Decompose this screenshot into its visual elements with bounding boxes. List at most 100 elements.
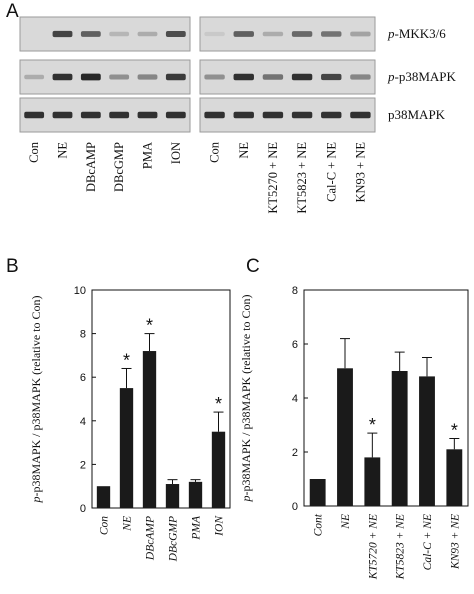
western-blot: Con NE DBcAMP DBcGMP PMA ION Con NE KT5270 + NE K… <box>19 16 457 214</box>
y-tick-label: 4 <box>80 416 86 428</box>
blot-band-left-row-2-lane-6 <box>165 73 186 81</box>
bar-3 <box>364 457 381 506</box>
bar-3 <box>142 351 157 508</box>
blot-band-left-row-3-lane-4 <box>109 111 130 119</box>
blot-band-left-row-3-lane-5 <box>137 111 158 119</box>
blot-band-right-row-1-lane-1 <box>204 31 225 37</box>
blot-strip-right-row-2 <box>199 59 376 95</box>
blot-band-right-row-1-lane-3 <box>262 31 284 37</box>
blot-band-right-row-3-lane-3 <box>262 111 284 119</box>
blot-band-right-row-2-lane-2 <box>233 73 254 81</box>
bar-5 <box>188 481 203 508</box>
x-category-label-4: DBcGMP <box>168 516 180 562</box>
blot-band-left-row-1-lane-4 <box>109 31 130 37</box>
bar-chart-c: 0 2 4 6 8 Cont NE * KT5720 + NE KT5823 + NE Cal-C … <box>239 285 469 580</box>
x-category-label-5: Cal-C + NE <box>422 514 434 570</box>
bar-6 <box>446 449 463 506</box>
bar-4 <box>165 484 180 508</box>
x-category-label-2: NE <box>340 514 352 530</box>
blot-band-right-row-1-lane-5 <box>321 31 342 37</box>
blot-band-right-row-1-lane-6 <box>350 31 371 37</box>
blot-strip-left-row-2 <box>19 59 191 95</box>
bar-1 <box>96 486 111 508</box>
blot-band-left-row-1-lane-5 <box>137 31 158 37</box>
plot-frame <box>303 289 469 507</box>
blot-lane-label-left-5: PMA <box>141 142 155 169</box>
blot-lane-label-left-6: ION <box>169 142 183 164</box>
blot-row-label-3: p38MAPK <box>388 107 446 122</box>
blot-row-label-2: p-p38MAPK <box>387 69 457 84</box>
blot-band-right-row-2-lane-5 <box>321 73 342 81</box>
blot-band-right-row-1-lane-2 <box>233 31 254 37</box>
y-tick-label: 4 <box>292 393 298 405</box>
x-category-label-5: PMA <box>191 515 203 541</box>
bar-5 <box>419 376 435 506</box>
y-tick-label: 0 <box>80 503 86 515</box>
blot-band-left-row-2-lane-4 <box>109 74 130 80</box>
blot-band-right-row-1-lane-4 <box>291 31 313 37</box>
blot-band-left-row-3-lane-6 <box>165 111 186 119</box>
blot-band-left-row-2-lane-1 <box>24 74 45 80</box>
blot-band-left-row-1-lane-3 <box>80 31 101 37</box>
blot-band-left-row-1-lane-6 <box>165 30 186 38</box>
blot-band-right-row-2-lane-3 <box>262 74 284 80</box>
y-axis-label: p-p38MAPK / p38MAPK (relative to Con) <box>29 296 43 504</box>
blot-band-left-row-1-lane-2 <box>52 30 73 38</box>
x-category-label-2: NE <box>122 516 134 532</box>
bar-2 <box>337 368 353 506</box>
significance-star-3: * <box>369 415 376 435</box>
x-category-label-3: KT5720 + NE <box>367 514 379 580</box>
y-tick-label: 10 <box>74 285 86 297</box>
bar-4 <box>391 371 408 506</box>
x-category-label-6: ION <box>214 515 226 537</box>
blot-lane-label-left-2: NE <box>56 142 70 159</box>
blot-band-left-row-3-lane-3 <box>80 111 101 119</box>
x-category-label-1: Cont <box>313 513 325 536</box>
blot-band-left-row-2-lane-2 <box>52 73 73 81</box>
blot-band-right-row-3-lane-6 <box>350 111 371 119</box>
y-tick-label: 2 <box>80 459 86 471</box>
blot-strip-left-row-1 <box>19 16 191 52</box>
blot-lane-label-right-5: Cal-C + NE <box>324 142 338 202</box>
blot-band-right-row-3-lane-5 <box>321 111 342 119</box>
blot-lane-label-right-3: KT5270 + NE <box>266 142 280 214</box>
plot-frame <box>91 289 231 509</box>
bar-2 <box>119 388 134 508</box>
x-category-label-1: Con <box>99 516 111 535</box>
blot-band-right-row-2-lane-1 <box>204 74 225 80</box>
blot-lane-label-right-1: Con <box>208 141 222 163</box>
x-category-label-3: DBcAMP <box>145 516 157 561</box>
x-category-label-6: KN93 + NE <box>449 514 461 570</box>
y-tick-label: 6 <box>80 372 86 384</box>
significance-star-6: * <box>215 394 222 414</box>
panel-label-a: A <box>6 1 19 22</box>
blot-band-right-row-2-lane-6 <box>350 74 371 80</box>
blot-lane-label-right-6: KN93 + NE <box>353 142 367 203</box>
blot-band-left-row-2-lane-5 <box>137 74 158 80</box>
blot-lane-label-left-1: Con <box>27 141 41 163</box>
y-tick-label: 0 <box>292 501 298 513</box>
blot-strip-left-row-3 <box>19 97 191 133</box>
blot-band-left-row-3-lane-2 <box>52 111 73 119</box>
significance-star-3: * <box>146 316 153 336</box>
blot-strip-right-row-1 <box>199 16 376 52</box>
panel-label-b: B <box>6 256 19 277</box>
blot-band-right-row-2-lane-4 <box>291 73 313 81</box>
blot-strip-right-row-3 <box>199 97 376 133</box>
blot-band-right-row-3-lane-1 <box>204 111 225 119</box>
blot-band-left-row-2-lane-3 <box>80 73 101 81</box>
bar-6 <box>211 431 226 508</box>
blot-band-left-row-3-lane-1 <box>24 111 45 119</box>
y-tick-label: 6 <box>292 339 298 351</box>
panel-label-c: C <box>246 256 260 277</box>
blot-lane-label-left-3: DBcAMP <box>84 142 98 192</box>
blot-lane-label-right-2: NE <box>237 142 251 159</box>
bar-1 <box>309 479 326 506</box>
y-tick-label: 8 <box>80 329 86 341</box>
blot-band-right-row-3-lane-2 <box>233 111 254 119</box>
y-tick-label: 8 <box>292 285 298 297</box>
blot-band-right-row-3-lane-4 <box>291 111 313 119</box>
y-tick-label: 2 <box>292 447 298 459</box>
bar-chart-b: 0 2 4 6 8 10 Con * NE * DBcAMP DBcGMP PMA * ION p-p38MA… <box>29 285 231 562</box>
